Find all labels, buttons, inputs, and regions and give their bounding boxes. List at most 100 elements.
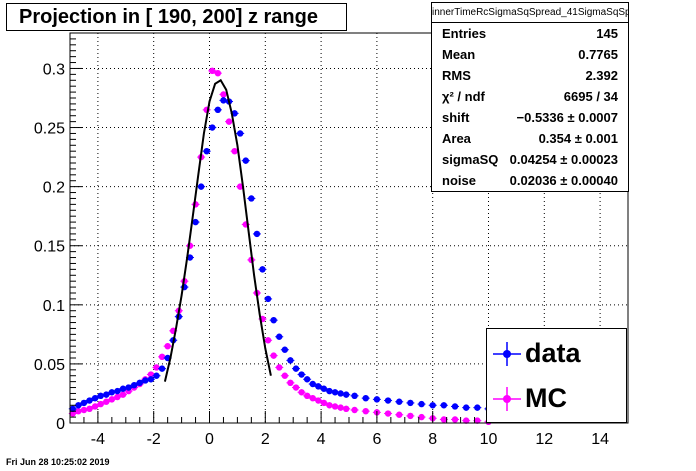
stat-label: Mean [442,47,476,62]
marker [362,407,369,415]
data-point [74,402,83,409]
mc-point [451,416,460,423]
data-point [213,106,222,114]
data-point [361,394,370,402]
legend-marker-data [493,342,521,366]
data-point [236,130,245,137]
marker [326,402,333,409]
marker [287,357,294,364]
x-tick-label: -4 [91,431,105,448]
stat-row-sigmasq: sigmaSQ 0.04254 ± 0.00023 [432,149,628,170]
marker [80,406,88,414]
marker [114,387,121,395]
data-point [451,403,460,410]
stat-value: 0.04254 ± 0.00023 [509,152,618,167]
data-point [384,397,393,404]
legend-label-data: data [525,338,581,368]
marker [276,364,283,371]
marker [303,376,311,383]
marker [69,405,76,413]
marker [69,410,76,417]
marker [276,333,283,340]
marker [298,371,305,378]
marker [451,416,459,423]
data-point [297,371,306,378]
stat-row-chi2: χ² / ndf 6695 / 34 [432,86,628,107]
marker [203,147,210,155]
marker [209,124,216,131]
stat-label: χ² / ndf [442,89,485,104]
data-point [286,357,295,364]
marker [440,416,448,423]
marker [451,403,459,410]
mc-point [395,411,404,418]
marker [309,394,316,402]
mc-point [275,364,284,371]
data-point [269,316,278,324]
mc-point [119,391,128,398]
marker [253,230,261,238]
marker [259,266,266,273]
marker [474,417,481,424]
mc-point [291,384,300,391]
marker [225,118,233,125]
mc-point [91,403,100,410]
mc-point [113,393,122,401]
marker [362,394,369,402]
stat-value: 0.7765 [578,47,618,62]
marker [331,403,339,410]
marker [158,353,166,361]
axes: -4 -2 0 2 4 6 8 10 12 14 0.05 0.1 0.15 0.2 0.25 0.3 0 [34,32,629,448]
mc-point [85,405,94,413]
stat-label: Area [442,131,471,146]
data-point [124,384,133,391]
marker [97,400,104,408]
mc-point [308,394,317,402]
stat-value: 145 [596,26,618,41]
data-point [462,404,471,411]
mc-point [314,397,323,404]
marker [231,147,238,155]
marker [351,406,358,414]
marker [351,392,358,400]
marker [462,404,470,411]
marker [242,157,249,164]
marker [337,404,344,411]
fit-curve [163,78,272,382]
data-point [130,381,139,389]
data-point [102,391,111,398]
x-tick-label: -2 [147,431,161,448]
marker [384,410,392,417]
data-point [428,402,437,409]
y-tick-label: 0.25 [34,121,65,138]
data-point [303,376,312,383]
data-point [314,383,323,390]
marker [474,404,481,411]
marker [292,384,300,391]
x-tick-label: 2 [261,431,270,448]
marker [103,391,110,398]
marker [326,387,333,395]
mc-point [280,372,289,379]
data-point [79,399,88,407]
mc-point [303,392,312,400]
data-point [113,387,122,395]
stat-row-noise: noise 0.02036 ± 0.00040 [432,170,628,191]
stat-label: shift [442,110,470,125]
marker [209,67,216,75]
x-tick-label: 6 [372,431,381,448]
stat-row-shift: shift −0.5336 ± 0.0007 [432,107,628,128]
stats-rows: Entries 145 Mean 0.7765 RMS 2.392 χ² / ndf 6… [432,23,628,191]
marker [86,397,93,404]
x-tick-label: 10 [480,431,498,448]
data-point [247,195,256,202]
marker [147,376,155,383]
marker [108,396,116,403]
marker [343,391,350,398]
marker [75,402,82,409]
marker [462,417,470,424]
marker [396,411,403,418]
mc-point [319,399,328,407]
marker [86,405,93,413]
marker [343,405,350,413]
